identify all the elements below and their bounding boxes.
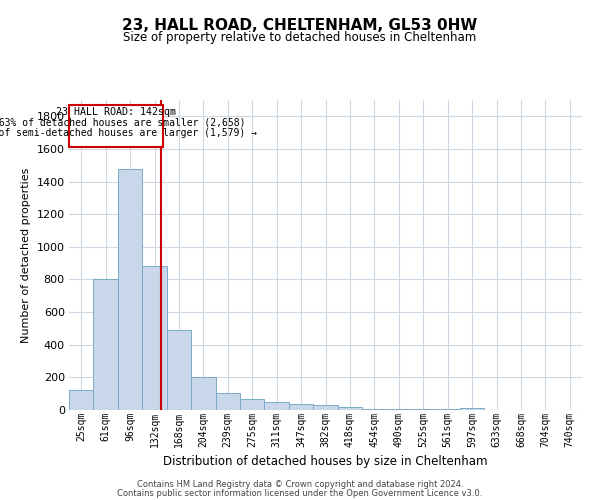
Bar — [436, 409, 460, 410]
Bar — [460, 408, 484, 410]
Bar — [191, 376, 215, 410]
Text: Contains public sector information licensed under the Open Government Licence v3: Contains public sector information licen… — [118, 488, 482, 498]
Text: 23 HALL ROAD: 142sqm: 23 HALL ROAD: 142sqm — [56, 106, 176, 117]
Bar — [338, 406, 362, 410]
Bar — [142, 266, 167, 410]
Bar — [118, 168, 142, 410]
Text: Contains HM Land Registry data © Crown copyright and database right 2024.: Contains HM Land Registry data © Crown c… — [137, 480, 463, 489]
Bar — [386, 409, 411, 410]
Text: ← 63% of detached houses are smaller (2,658): ← 63% of detached houses are smaller (2,… — [0, 118, 245, 128]
Bar — [215, 393, 240, 410]
Bar — [265, 402, 289, 410]
Y-axis label: Number of detached properties: Number of detached properties — [21, 168, 31, 342]
Bar — [313, 405, 338, 410]
Bar — [240, 400, 265, 410]
Text: Size of property relative to detached houses in Cheltenham: Size of property relative to detached ho… — [124, 31, 476, 44]
X-axis label: Distribution of detached houses by size in Cheltenham: Distribution of detached houses by size … — [163, 455, 488, 468]
FancyBboxPatch shape — [69, 105, 163, 148]
Bar — [94, 280, 118, 410]
Text: 37% of semi-detached houses are larger (1,579) →: 37% of semi-detached houses are larger (… — [0, 128, 257, 138]
Bar — [289, 404, 313, 410]
Bar — [411, 409, 436, 410]
Bar — [167, 330, 191, 410]
Bar — [69, 390, 94, 410]
Bar — [362, 409, 386, 410]
Text: 23, HALL ROAD, CHELTENHAM, GL53 0HW: 23, HALL ROAD, CHELTENHAM, GL53 0HW — [122, 18, 478, 32]
